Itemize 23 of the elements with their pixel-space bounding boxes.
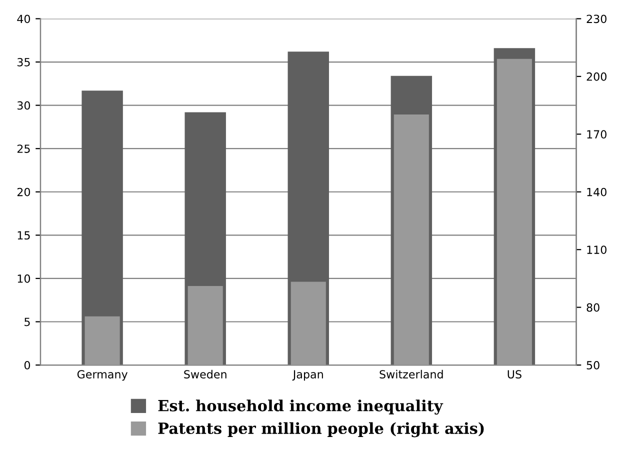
y-tick-label: 40 <box>17 14 30 24</box>
y-tick-label: 30 <box>17 101 30 110</box>
y-tick-label: 25 <box>17 144 30 153</box>
y2-tick-label: 230 <box>586 14 606 24</box>
legend-label: Est. household income inequality <box>158 400 444 415</box>
y2-tick-label: 140 <box>587 188 606 196</box>
y2-tick-label: 200 <box>586 72 606 81</box>
y-tick-label: 35 <box>17 58 30 66</box>
y-tick-label: 20 <box>17 188 30 196</box>
x-tick-label: Switzerland <box>380 370 443 378</box>
y-tick-label: 5 <box>24 318 30 326</box>
y2-tick-label: 80 <box>586 303 600 312</box>
y2-tick-label: 110 <box>587 246 606 254</box>
y-tick-label: 15 <box>18 231 30 240</box>
y2-tick-label: 170 <box>587 130 606 139</box>
x-tick-label: Sweden <box>184 370 226 378</box>
legend-label: Patents per million people (right axis) <box>158 422 484 438</box>
y-tick-label: 10 <box>18 274 30 283</box>
y2-tick-label: 50 <box>586 361 600 370</box>
x-tick-label: Japan <box>292 370 323 381</box>
x-tick-label: Germany <box>77 370 128 381</box>
y-tick-label: 0 <box>24 361 30 370</box>
x-tick-label: US <box>508 370 522 378</box>
